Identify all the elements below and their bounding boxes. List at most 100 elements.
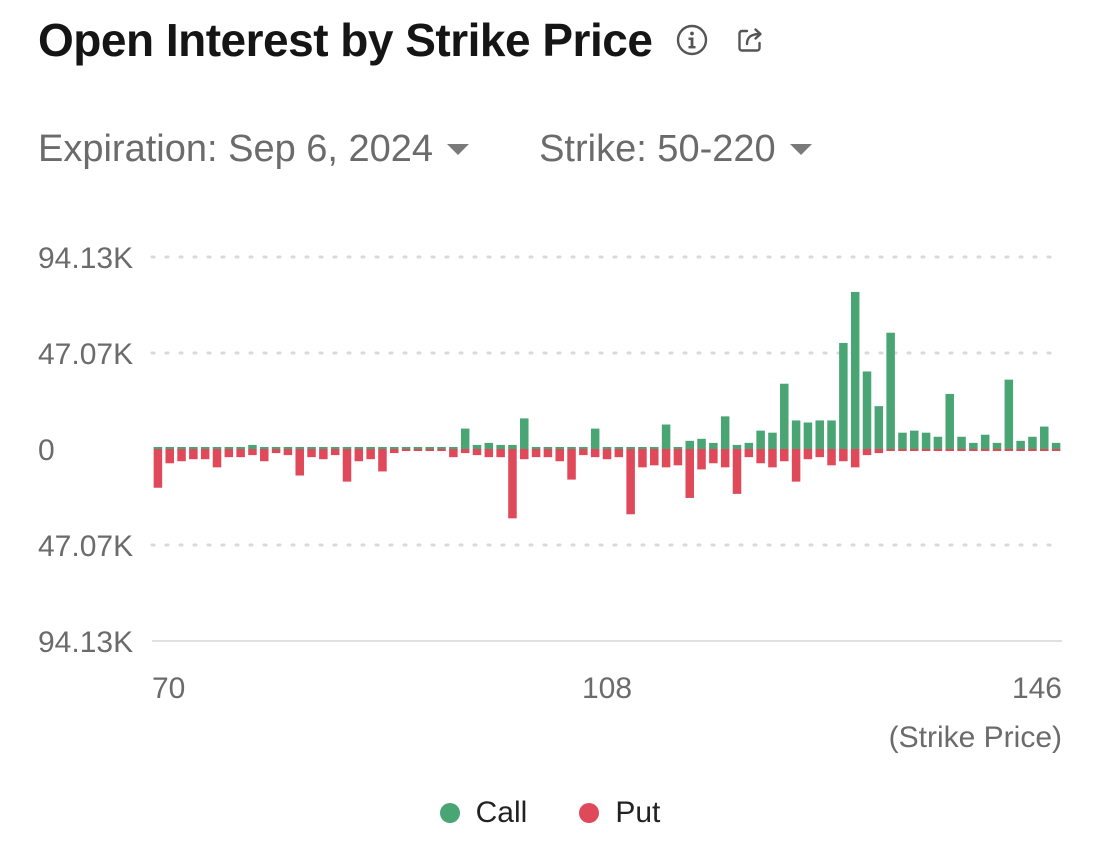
put-bar [531, 449, 541, 458]
put-bar [945, 449, 954, 452]
put-bar [839, 449, 848, 462]
expiration-dropdown[interactable]: Expiration: Sep 6, 2024 [38, 128, 470, 171]
put-bar [271, 449, 281, 454]
put-bar [756, 449, 765, 464]
put-bar [460, 449, 470, 454]
legend-item-call[interactable]: Call [439, 796, 528, 830]
call-bar [283, 446, 293, 449]
call-bar [638, 446, 647, 449]
call-bar [165, 446, 174, 449]
put-bar [330, 449, 340, 456]
call-bar [390, 446, 399, 449]
filter-bar: Expiration: Sep 6, 2024 Strike: 50-220 [38, 128, 882, 171]
call-bar [378, 446, 387, 449]
put-bar [590, 449, 600, 458]
open-interest-chart: 94.13K 47.07K 0 47.07K 94.13K 70 108 146 (Strike… [38, 242, 1064, 754]
put-color-dot [579, 803, 600, 823]
put-bar [744, 449, 754, 458]
put-bar [650, 449, 659, 466]
strike-dropdown[interactable]: Strike: 50-220 [539, 128, 812, 171]
put-bar [319, 449, 328, 460]
put-bar [212, 449, 222, 468]
put-bar [543, 449, 553, 458]
call-bar [330, 446, 340, 449]
x-tick-label: 146 [1012, 672, 1062, 705]
call-bar [697, 438, 706, 449]
call-bar [661, 424, 671, 449]
x-axis-label: (Strike Price) [889, 721, 1062, 754]
put-bar [378, 449, 387, 472]
call-bar [945, 393, 954, 449]
put-bar [390, 449, 399, 454]
call-bar [413, 446, 423, 449]
put-bar [579, 449, 588, 456]
put-bar [614, 449, 624, 458]
call-bar [177, 446, 186, 449]
call-bar [910, 430, 919, 449]
put-bar [354, 449, 364, 462]
call-bar [153, 446, 163, 449]
call-bar [732, 444, 742, 449]
call-bar [980, 434, 990, 449]
call-bar [590, 428, 600, 449]
call-bar [354, 446, 364, 449]
call-bar [957, 436, 966, 449]
call-bar [1004, 379, 1014, 449]
call-bar [602, 446, 612, 449]
call-bar [425, 446, 434, 449]
put-bar [815, 449, 824, 458]
y-tick-label: 94.13K [38, 242, 133, 275]
put-bar [224, 449, 234, 458]
put-bar [862, 449, 872, 456]
call-bar [850, 291, 860, 449]
put-bar [1040, 449, 1049, 452]
call-bar [827, 420, 836, 449]
call-bar [803, 422, 813, 449]
put-bar [520, 449, 529, 460]
call-bar [579, 446, 588, 449]
put-bar [874, 449, 884, 454]
strike-label: Strike: 50-220 [539, 128, 776, 170]
call-bar [839, 342, 848, 449]
put-bar [720, 449, 730, 468]
put-bar [295, 449, 304, 476]
put-bar [685, 449, 694, 498]
put-bar [709, 449, 718, 464]
x-tick-label: 108 [582, 672, 632, 705]
call-bar [614, 446, 624, 449]
y-tick-label: 47.07K [38, 530, 133, 563]
legend-label-call: Call [475, 796, 528, 829]
call-bar [992, 442, 1002, 449]
put-bar [827, 449, 836, 466]
put-bar [307, 449, 316, 458]
call-bar [295, 446, 304, 449]
put-bar [283, 449, 293, 456]
call-bar [720, 416, 730, 449]
put-bar [508, 449, 517, 519]
call-bar [921, 432, 931, 449]
call-bar [862, 371, 872, 449]
call-bar [212, 446, 222, 449]
put-bar [602, 449, 612, 460]
put-bar [1004, 449, 1014, 452]
put-bar [661, 449, 671, 468]
call-bar [248, 444, 257, 449]
call-bar [1051, 442, 1061, 449]
call-bar [319, 446, 328, 449]
call-bar [898, 432, 907, 449]
legend-label-put: Put [615, 796, 661, 829]
call-bar [874, 406, 884, 449]
call-bar [1016, 440, 1025, 449]
legend-item-put[interactable]: Put [579, 796, 660, 830]
put-bar [413, 449, 423, 452]
put-bar [248, 449, 257, 456]
put-bar [200, 449, 210, 460]
call-bar [496, 444, 505, 449]
info-icon[interactable] [674, 22, 710, 58]
share-icon[interactable] [732, 22, 768, 58]
call-bar [449, 446, 458, 449]
y-tick-label: 47.07K [38, 338, 133, 371]
put-bar [425, 449, 434, 452]
call-bar [307, 446, 316, 449]
put-bar [437, 449, 446, 452]
